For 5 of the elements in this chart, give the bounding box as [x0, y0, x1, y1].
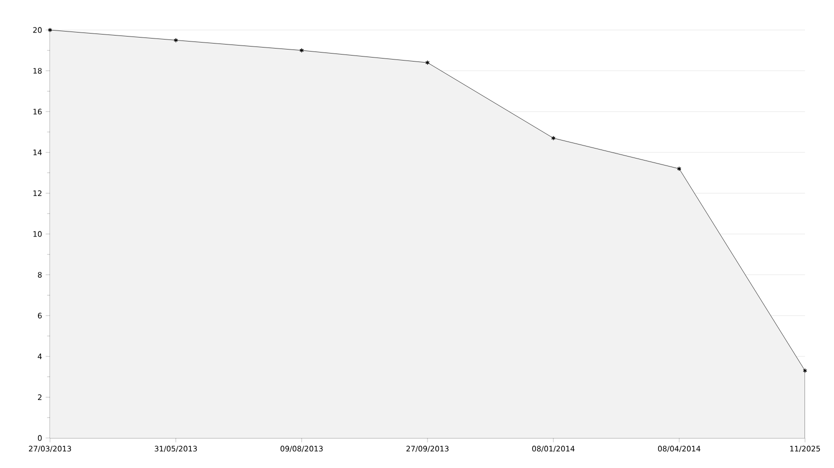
- point: [174, 38, 178, 43]
- point: [300, 48, 304, 53]
- point: [677, 166, 682, 172]
- point: [425, 60, 430, 66]
- point: [551, 136, 556, 141]
